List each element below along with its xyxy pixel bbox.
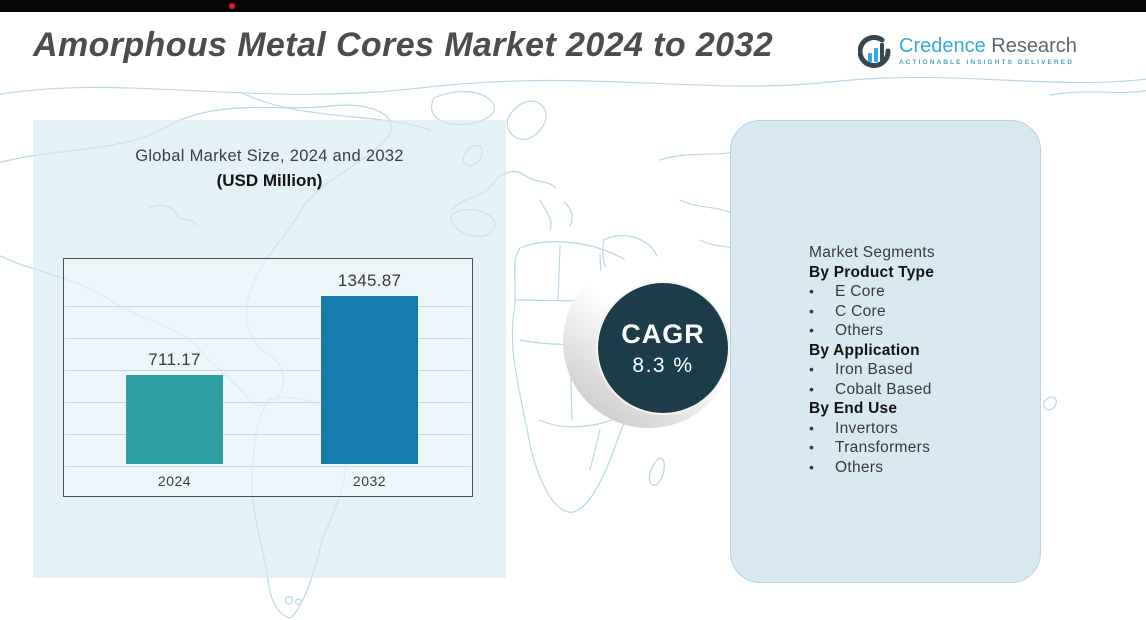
list-item: • Others <box>809 458 884 476</box>
gridline <box>65 306 471 307</box>
bullet-icon: • <box>809 458 814 475</box>
bullet-icon: • <box>809 322 814 338</box>
gridline <box>65 466 471 467</box>
gridline <box>65 402 471 403</box>
bullet-icon: • <box>809 361 814 377</box>
gridline <box>65 338 471 339</box>
list-item: • E Core <box>809 283 886 300</box>
logo-brand: Credence Research <box>899 35 1077 57</box>
bar-group-2032: 1345.87 <box>321 271 418 464</box>
segments-heading-application: By Application <box>809 341 920 359</box>
bar-chart: 711.17 1345.87 2024 2032 <box>63 258 473 497</box>
bullet-icon: • <box>809 419 814 436</box>
top-black-bar <box>0 0 1146 12</box>
chart-title-line2: (USD Million) <box>216 171 323 190</box>
list-item: • Others <box>809 322 884 339</box>
logo-brand-primary: Credence <box>899 35 986 57</box>
axis-label-2024: 2024 <box>157 473 192 489</box>
bullet-icon: • <box>809 283 814 299</box>
bar-value-2032: 1345.87 <box>337 271 402 290</box>
list-item: • Iron Based <box>809 361 913 378</box>
chart-title: Global Market Size, 2024 and 2032 (USD M… <box>33 147 506 191</box>
segments-heading-product-type: By Product Type <box>809 263 935 281</box>
logo-tagline: ACTIONABLE INSIGHTS DELIVERED <box>899 59 1075 66</box>
bar-rect-2024 <box>126 375 223 464</box>
list-item: • Cobalt Based <box>809 380 932 398</box>
bar-group-2024: 711.17 <box>126 350 223 464</box>
segments-title: Market Segments <box>809 244 935 261</box>
bullet-icon: • <box>809 380 814 397</box>
cagr-label: CAGR <box>621 318 705 349</box>
chart-title-line1: Global Market Size, 2024 and 2032 <box>135 147 404 165</box>
market-segments-panel: Market Segments By Product Type • E Core … <box>730 120 1041 583</box>
gridline <box>65 370 471 371</box>
market-size-panel: Global Market Size, 2024 and 2032 (USD M… <box>33 120 506 578</box>
bar-rect-2032 <box>321 296 418 464</box>
bullet-icon: • <box>809 302 814 319</box>
credence-research-logo: Credence Research ACTIONABLE INSIGHTS DE… <box>858 35 1077 69</box>
cagr-badge: CAGR 8.3 % <box>596 281 730 415</box>
logo-text: Credence Research ACTIONABLE INSIGHTS DE… <box>899 35 1077 66</box>
logo-brand-secondary: Research <box>991 35 1077 57</box>
market-segments-list: Market Segments By Product Type • E Core … <box>809 243 935 477</box>
red-dot <box>229 3 235 9</box>
list-item: • Transformers <box>809 439 931 456</box>
credence-logo-icon <box>858 35 891 68</box>
list-item: • Invertors <box>809 419 898 437</box>
axis-label-2032: 2032 <box>352 473 387 489</box>
list-item: • C Core <box>809 302 886 320</box>
page-title: Amorphous Metal Cores Market 2024 to 203… <box>33 26 774 64</box>
segments-heading-end-use: By End Use <box>809 400 898 417</box>
gridline <box>65 434 471 435</box>
cagr-value: 8.3 % <box>632 353 694 377</box>
bullet-icon: • <box>809 439 814 455</box>
bar-value-2024: 711.17 <box>148 350 201 369</box>
